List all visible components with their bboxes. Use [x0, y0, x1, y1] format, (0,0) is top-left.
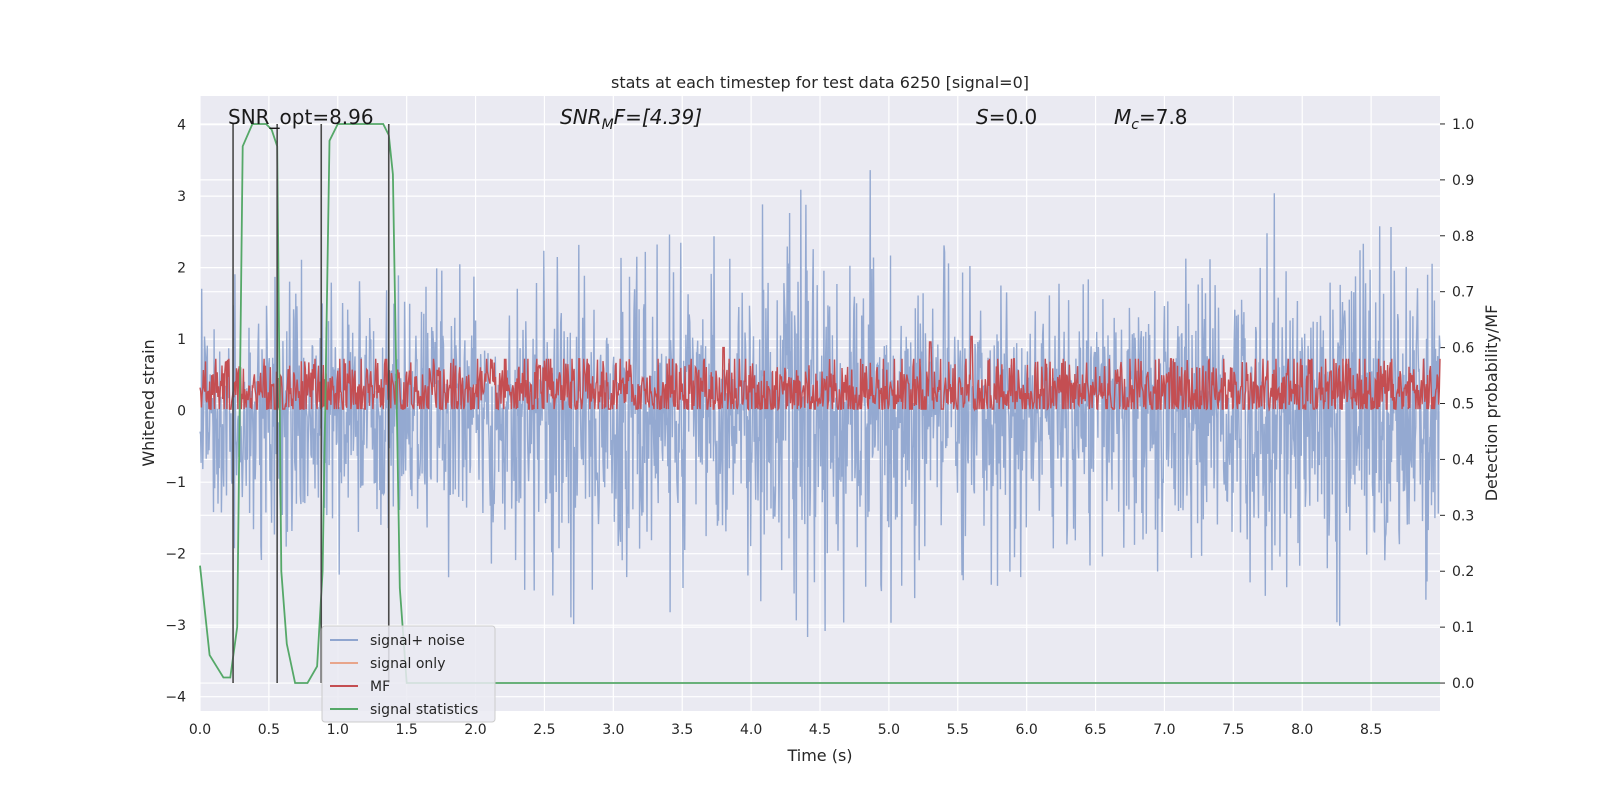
y-tick-label: −1	[165, 475, 186, 491]
annotation-s-rest: =0.0	[989, 105, 1038, 129]
y-tick-label: −3	[165, 618, 186, 634]
x-tick-label: 3.0	[602, 722, 624, 738]
annotation-snr-mf-main: SNR	[560, 105, 602, 129]
x-tick-label: 2.0	[464, 722, 486, 738]
annotation-s-main: S	[976, 105, 989, 129]
y-right-tick-labels: 1.0 0.9 0.8 0.7 0.6 0.5 0.4 0.3 0.2 0.1 0.0	[1452, 117, 1474, 692]
y-tick-label: 1	[177, 332, 186, 348]
y-axis-label: Whitened strain	[139, 339, 158, 466]
y-right-tick-label: 0.4	[1452, 452, 1474, 468]
x-tick-label: 0.5	[258, 722, 280, 738]
y-right-tick-label: 0.0	[1452, 676, 1474, 692]
y-tick-label: 0	[177, 404, 186, 420]
y-right-tick-label: 0.2	[1452, 564, 1474, 580]
chart-title: stats at each timestep for test data 625…	[611, 73, 1029, 92]
x-tick-label: 1.5	[396, 722, 418, 738]
annotation-snr-mf: SNRMF=[4.39]	[560, 105, 702, 133]
detection-markers	[232, 123, 390, 684]
legend-label-signal-only: signal only	[370, 656, 445, 672]
y-right-tick-label: 0.7	[1452, 285, 1474, 301]
annotation-snr-mf-sub: M	[602, 117, 614, 133]
mf-line	[199, 335, 1441, 412]
y-right-tick-label: 0.5	[1452, 397, 1474, 413]
legend-label-signal-noise: signal+ noise	[370, 633, 465, 649]
y-tick-label: 3	[177, 189, 186, 205]
x-tick-label: 5.0	[878, 722, 900, 738]
x-tick-label: 0.0	[189, 722, 211, 738]
signal-noise-series	[199, 170, 1441, 638]
x-tick-label: 6.5	[1084, 722, 1106, 738]
annotation-mc: Mc=7.8	[1114, 105, 1188, 133]
y-right-tick-label: 0.3	[1452, 508, 1474, 524]
y-tick-label: −4	[165, 690, 186, 706]
x-tick-label: 8.5	[1360, 722, 1382, 738]
annotation-s: S=0.0	[976, 105, 1037, 129]
y-right-tick-label: 0.6	[1452, 341, 1474, 357]
annotation-mc-sub: c	[1131, 117, 1139, 133]
legend-box	[321, 625, 496, 723]
x-tick-label: 7.5	[1222, 722, 1244, 738]
x-tick-label: 7.0	[1153, 722, 1175, 738]
y-right-tick-label: 0.9	[1452, 173, 1474, 189]
y-right-tick-label: 1.0	[1452, 117, 1474, 133]
annotation-snr-opt: SNR_opt=8.96	[228, 105, 374, 129]
y-tick-label: −2	[165, 547, 186, 563]
x-axis-label: Time (s)	[786, 746, 852, 765]
x-tick-label: 5.5	[947, 722, 969, 738]
annotation-mc-main: M	[1114, 105, 1131, 129]
annotation-mc-rest: =7.8	[1139, 105, 1188, 129]
legend: signal+ noise signal only MF signal stat…	[321, 625, 496, 723]
x-tick-labels: 0.0 0.5 1.0 1.5 2.0 2.5 3.0 3.5 4.0 4.5 5.0 5.5 6.0 6…	[189, 722, 1382, 738]
mf-series	[199, 335, 1441, 412]
x-tick-label: 6.0	[1016, 722, 1038, 738]
grid-y	[200, 124, 1440, 698]
y-right-tick-label: 0.8	[1452, 229, 1474, 245]
x-tick-label: 4.5	[809, 722, 831, 738]
y-tick-label: 2	[177, 261, 186, 277]
annotation-snr-mf-rest: F=[4.39]	[614, 105, 702, 129]
x-tick-label: 8.0	[1291, 722, 1313, 738]
y-tick-labels: 4 3 2 1 0 −1 −2 −3 −4	[165, 118, 186, 706]
x-tick-label: 2.5	[533, 722, 555, 738]
x-tick-label: 4.0	[740, 722, 762, 738]
legend-label-signal-statistics: signal statistics	[370, 702, 478, 718]
signal-noise-line	[199, 170, 1441, 638]
legend-label-mf: MF	[370, 679, 390, 695]
y-tick-label: 4	[177, 118, 186, 134]
y-axis-right-label: Detection probability/MF	[1482, 305, 1501, 502]
x-tick-label: 1.0	[327, 722, 349, 738]
y-right-tick-label: 0.1	[1452, 620, 1474, 636]
x-tick-label: 3.5	[671, 722, 693, 738]
